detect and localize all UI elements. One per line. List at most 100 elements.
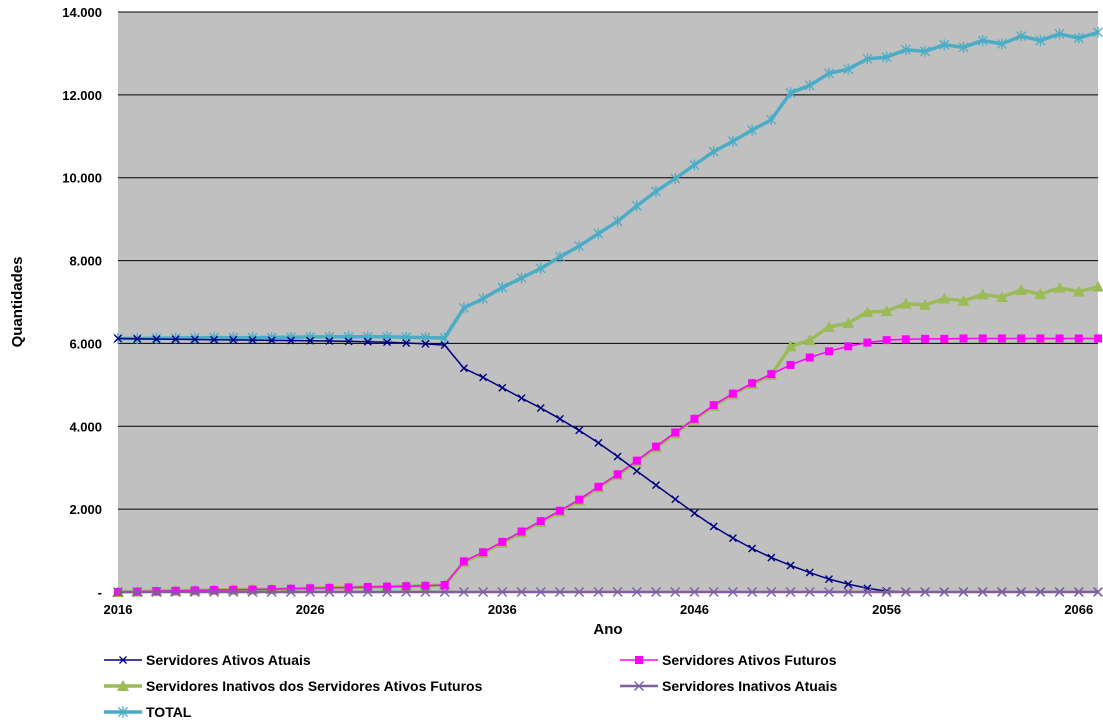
data-point [651,185,661,197]
data-point [305,587,316,597]
data-point [670,587,681,597]
x-axis-ticks: 2016 2026 2036 2046 2056 2066 [104,602,1094,617]
data-point [343,587,354,597]
data-point [958,41,969,53]
y-tick-label: 6.000 [69,336,102,351]
data-point [631,200,642,212]
data-point [1053,281,1066,293]
data-point [171,335,180,344]
data-point [1055,334,1064,343]
data-point [822,320,835,332]
data-point [634,681,644,691]
data-point [210,585,219,594]
series-layer [112,26,1103,597]
data-point [113,587,123,597]
data-point [574,240,585,252]
data-point [344,337,353,346]
data-point [593,228,604,240]
legend-label: Servidores Ativos Futuros [662,652,837,668]
data-point [843,587,854,597]
data-point [1015,283,1028,295]
data-point [632,467,641,476]
y-tick-label: 4.000 [69,419,102,434]
data-point [401,587,412,597]
data-point [1074,334,1083,343]
data-point [747,587,758,597]
data-point [479,548,488,557]
data-point [190,335,199,344]
data-point [517,527,526,536]
data-point [478,293,489,305]
data-point [459,557,468,566]
data-point [458,587,469,597]
data-point [844,580,853,589]
data-point [248,585,257,594]
data-point [958,587,969,597]
data-point [1016,587,1027,597]
data-point [247,587,258,597]
data-point [516,587,527,597]
x-tick-label: 2066 [1064,602,1093,617]
data-point [805,353,814,362]
data-point [1094,334,1102,343]
data-point [132,587,143,597]
data-point [651,587,662,597]
data-point [940,334,949,343]
data-point [727,587,738,597]
data-point [458,302,469,314]
data-point [555,251,565,263]
data-point [1073,587,1084,597]
data-point [786,561,795,570]
data-point [402,582,411,591]
data-point [900,587,911,597]
data-point [536,517,545,526]
data-point [690,414,699,423]
data-point [266,587,277,597]
data-point [170,587,181,597]
data-point [995,291,1008,303]
data-point [977,587,988,597]
data-point [670,173,681,185]
data-point [190,586,199,595]
data-point [210,335,219,344]
data-point [325,336,334,345]
data-point [767,370,776,379]
data-point [1054,28,1065,40]
data-point [631,587,642,597]
data-point [117,680,129,691]
data-point [229,335,238,344]
data-point [861,305,874,317]
data-point [880,305,893,317]
y-tick-label: 10.000 [62,171,102,186]
data-point [690,509,699,518]
data-point [479,373,488,382]
data-point [784,340,797,352]
data-point [652,481,661,490]
data-point [114,334,122,343]
y-tick-label: 12.000 [62,88,102,103]
data-point [420,587,431,597]
data-point [439,332,450,344]
data-point [747,124,758,136]
data-point [803,334,816,346]
legend-item: Servidores Ativos Futuros [620,652,837,668]
data-point [189,332,200,344]
data-point [919,298,932,310]
data-point [382,587,393,597]
data-point [498,537,507,546]
data-point [593,587,604,597]
data-point [306,336,315,345]
data-point [728,534,737,543]
data-point [267,585,276,594]
data-point [1036,334,1045,343]
data-point [535,262,546,274]
data-point [1093,26,1103,38]
gridlines [118,11,1098,510]
data-point [574,587,585,597]
data-point [209,332,220,344]
data-point [689,587,700,597]
data-point [498,383,507,392]
data-point [957,294,970,306]
data-point [344,583,353,592]
data-point [844,342,853,351]
